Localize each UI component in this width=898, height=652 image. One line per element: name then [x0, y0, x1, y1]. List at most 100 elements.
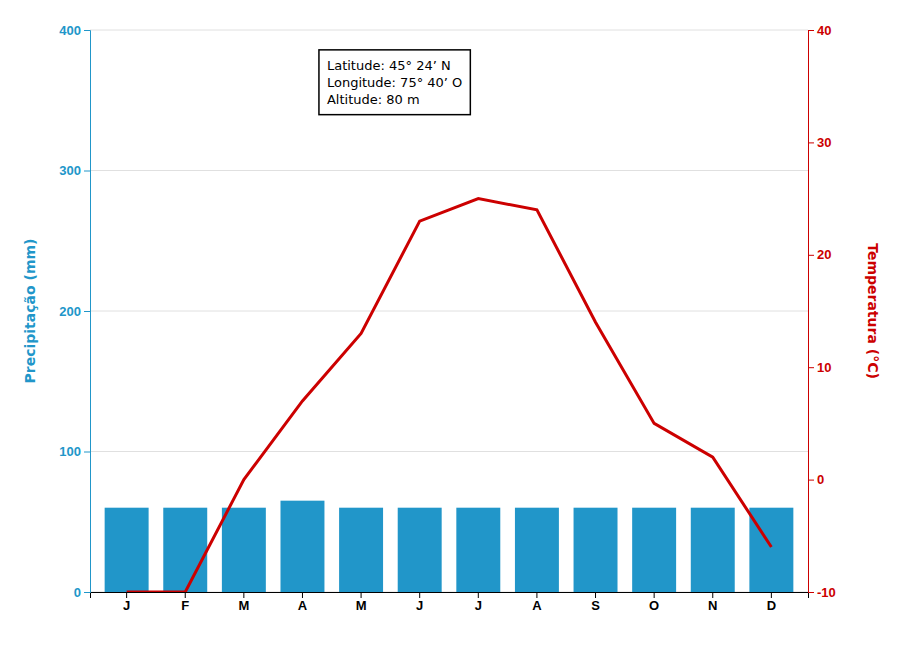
tick-mark: [361, 592, 362, 598]
tick-label: M: [238, 598, 249, 613]
tick-mark: [84, 30, 90, 31]
tick: J: [123, 592, 130, 613]
tick-mark: [185, 592, 186, 598]
tick-label: J: [416, 598, 423, 613]
tick-label: 20: [817, 247, 831, 262]
tick-mark: [536, 592, 537, 598]
bar: [105, 508, 149, 592]
annotation: Latitude: 45° 24’ NLongitude: 75° 40’ OA…: [319, 50, 470, 115]
tick-mark: [771, 592, 772, 598]
tick-mark: [84, 592, 90, 593]
tick-mark: [84, 311, 90, 312]
bar: [222, 508, 266, 592]
tick: 30: [808, 135, 831, 150]
tick-label: 400: [59, 23, 81, 38]
tick: -10: [808, 585, 836, 600]
tick: N: [708, 592, 717, 613]
tick-mark: [595, 592, 596, 598]
tick-label: J: [123, 598, 130, 613]
tick: M: [356, 592, 367, 613]
tick-mark: [478, 592, 479, 598]
bar: [339, 508, 383, 592]
annotation-text: Latitude: 45° 24’ NLongitude: 75° 40’ OA…: [327, 58, 462, 107]
tick-label: A: [298, 598, 308, 613]
bar: [163, 508, 207, 592]
bar: [456, 508, 500, 592]
tick-label: O: [649, 598, 659, 613]
bar: [632, 508, 676, 592]
tick-label: 200: [59, 304, 81, 319]
axis-line: [84, 31, 91, 593]
tick-label: -10: [817, 585, 836, 600]
grid-line: [90, 30, 808, 31]
tick-mark: [419, 592, 420, 598]
grid-line: [90, 170, 808, 171]
tick-label: 10: [817, 360, 831, 375]
axis-line: [91, 593, 809, 599]
tick: J: [475, 592, 482, 613]
tick-label: D: [767, 598, 776, 613]
bar: [280, 501, 324, 592]
tick-label: 0: [817, 472, 824, 487]
tick: 0: [808, 472, 824, 487]
y-axis: 0 100 200 300 400: [59, 23, 90, 600]
tick-mark: [808, 142, 814, 143]
tick-mark: [654, 592, 655, 598]
tick: A: [532, 592, 542, 613]
tick: S: [591, 592, 600, 613]
tick: O: [649, 592, 659, 613]
tick: 20: [808, 247, 831, 262]
tick-mark: [302, 592, 303, 598]
bar: [691, 508, 735, 592]
tick-label: 300: [59, 163, 81, 178]
tick-mark: [808, 255, 814, 256]
grid: [90, 30, 808, 592]
x-axis: JFMAMJJASOND: [91, 592, 809, 613]
tick-label: M: [356, 598, 367, 613]
tick-mark: [808, 30, 814, 31]
tick-label: N: [708, 598, 717, 613]
tick: J: [416, 592, 423, 613]
tick: 100: [59, 444, 90, 459]
tick-label: S: [591, 598, 600, 613]
grid-line: [90, 311, 808, 312]
y2-axis: -10 0 10 20 30 40: [808, 23, 836, 600]
tick-mark: [84, 452, 90, 453]
tick-label: 0: [74, 585, 81, 600]
tick-mark: [808, 367, 814, 368]
tick: 10: [808, 360, 831, 375]
tick-mark: [243, 592, 244, 598]
tick-mark: [84, 171, 90, 172]
tick: M: [238, 592, 249, 613]
plot: J F M A M J J A S O N D 0 100 200 300 400 -10 0 10 20 30 40 Pre…: [22, 23, 881, 614]
bar: [515, 508, 559, 592]
tick: 200: [59, 304, 90, 319]
marks: [105, 199, 794, 592]
tick-label: F: [181, 598, 189, 613]
tick-label: J: [475, 598, 482, 613]
tick: A: [298, 592, 308, 613]
bar: [574, 508, 618, 592]
tick: 300: [59, 163, 90, 178]
tick-label: 100: [59, 444, 81, 459]
bar: [398, 508, 442, 592]
tick-label: A: [532, 598, 542, 613]
axis-line: [809, 31, 815, 593]
tick: 0: [74, 585, 90, 600]
tick-mark: [808, 592, 814, 593]
chart: J F M A M J J A S O N D 0 100 200 300 400 -10 0 10 20 30 40 Pre…: [0, 0, 898, 652]
tick: F: [181, 592, 189, 613]
bar: [749, 508, 793, 592]
tick: 40: [808, 23, 831, 38]
tick-label: 30: [817, 135, 831, 150]
tick: 400: [59, 23, 90, 38]
tick-label: 40: [817, 23, 831, 38]
tick: D: [767, 592, 776, 613]
tick-mark: [808, 480, 814, 481]
annotation-box: [319, 50, 470, 115]
y-axis-title: Precipitação (mm): [22, 239, 38, 384]
y2-axis-title: Temperatura (°C): [865, 243, 881, 379]
tick-mark: [126, 592, 127, 598]
line: [127, 199, 772, 592]
tick-mark: [712, 592, 713, 598]
